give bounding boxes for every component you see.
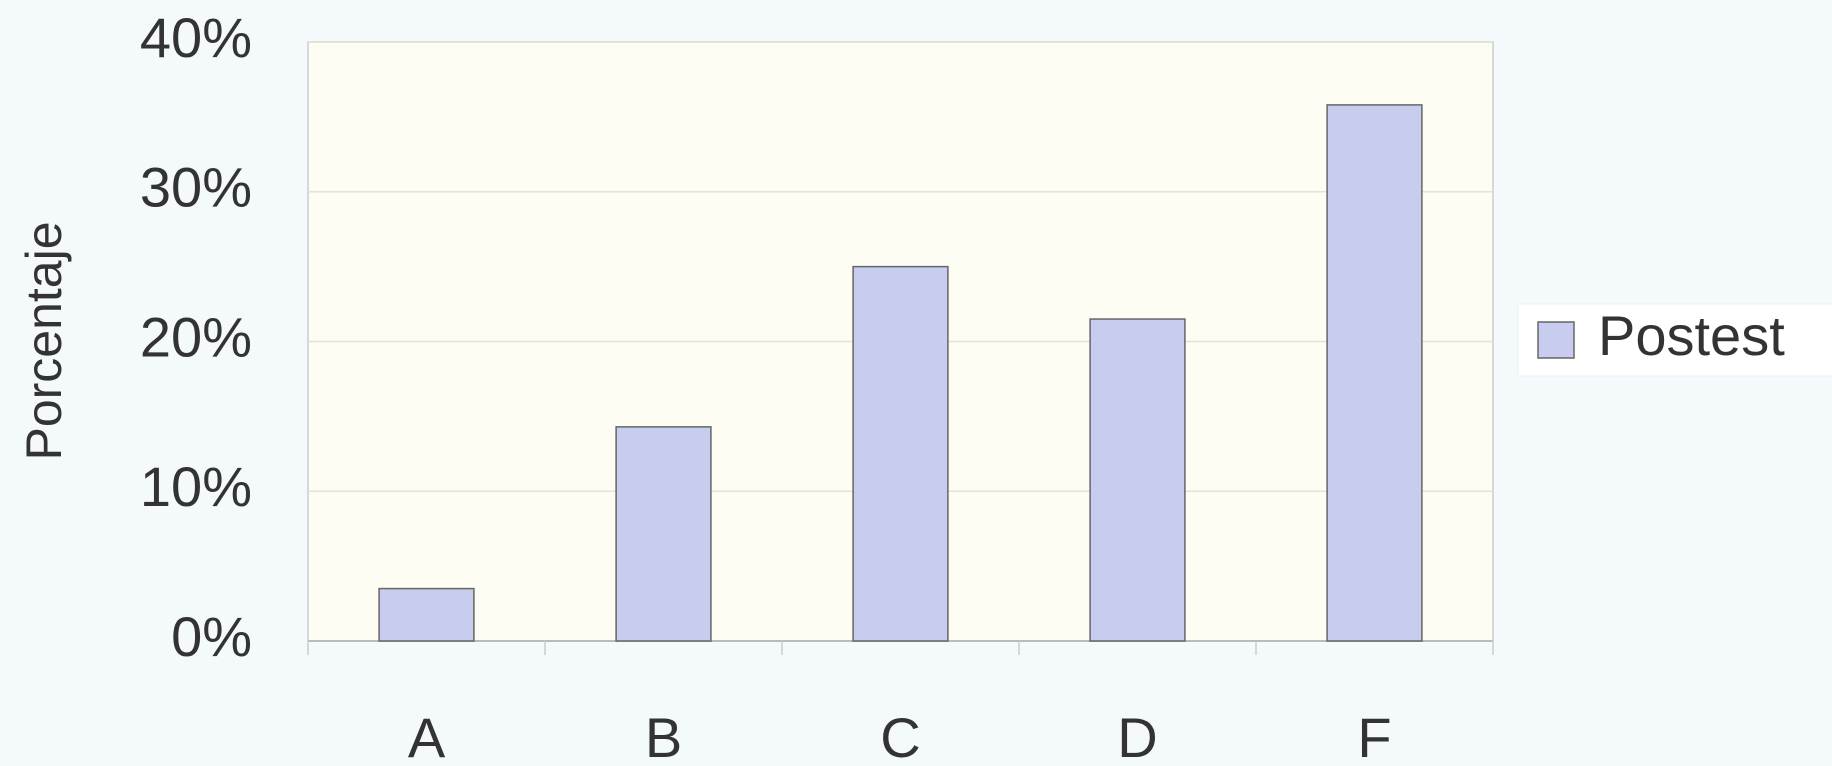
x-tick-label: C [880,706,920,766]
y-axis-label: Porcentaje [16,221,72,460]
y-tick-label: 40% [140,6,252,69]
x-tick-label: A [408,706,446,766]
bar [615,426,712,642]
bar [1326,104,1423,642]
bar [852,265,949,642]
bar [378,587,475,642]
legend-swatch [1537,321,1575,359]
x-tick-label: B [645,706,682,766]
x-tick-label: F [1357,706,1391,766]
legend-label: Postest [1598,304,1785,367]
y-tick-label: 10% [140,455,252,518]
bar [1089,318,1186,642]
y-tick-label: 20% [140,305,252,368]
y-tick-label: 30% [140,156,252,219]
y-tick-label: 0% [171,605,252,668]
x-tick-label: D [1117,706,1157,766]
